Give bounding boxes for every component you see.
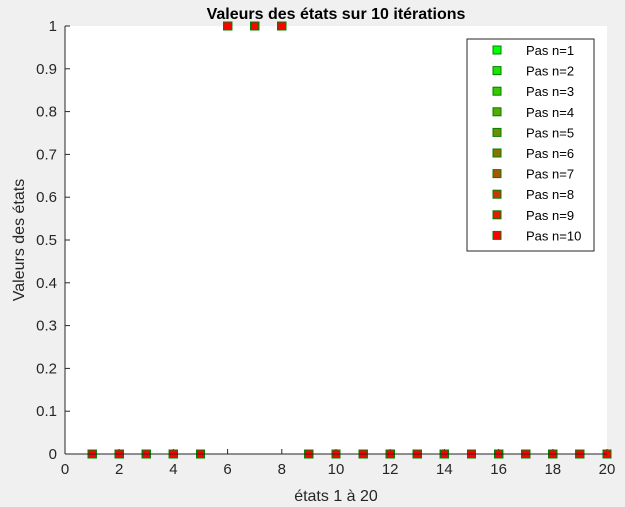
y-tick-label: 0.1 <box>36 403 57 420</box>
x-tick-label: 2 <box>115 461 123 478</box>
legend: Pas n=1 Pas n=2 Pas n=3 Pas n=4 Pas n=5 Pas n… <box>466 38 595 252</box>
x-tick-label: 16 <box>490 461 507 478</box>
chart-title: Valeurs des états sur 10 itérations <box>207 6 466 23</box>
data-point-series-10 <box>277 21 287 31</box>
y-tick-label: 0.8 <box>36 104 57 121</box>
y-tick-label: 0.2 <box>36 360 57 377</box>
y-tick-label: 0.5 <box>36 232 57 249</box>
legend-label: Pas n=6 <box>526 146 574 161</box>
legend-marker <box>492 230 502 240</box>
x-tick-label: 12 <box>382 461 399 478</box>
legend-marker <box>492 210 502 220</box>
data-point-series-10 <box>223 21 233 31</box>
x-tick-label: 10 <box>328 461 345 478</box>
legend-box <box>466 38 595 252</box>
legend-label: Pas n=3 <box>526 84 574 99</box>
y-axis-label: Valeurs des états <box>11 179 28 301</box>
y-tick-label: 0.6 <box>36 189 57 206</box>
x-tick-label: 20 <box>599 461 616 478</box>
y-tick-label: 0.4 <box>36 275 57 292</box>
x-tick-label: 6 <box>223 461 231 478</box>
legend-marker <box>492 148 502 158</box>
legend-marker <box>492 45 502 55</box>
legend-label: Pas n=10 <box>526 228 581 243</box>
legend-label: Pas n=9 <box>526 208 574 223</box>
x-tick-label: 14 <box>436 461 453 478</box>
legend-marker <box>492 86 502 96</box>
legend-marker <box>492 127 502 137</box>
y-tick-label: 0.3 <box>36 318 57 335</box>
legend-marker <box>492 189 502 199</box>
y-tick-label: 0.9 <box>36 61 57 78</box>
legend-marker <box>492 66 502 76</box>
legend-label: Pas n=4 <box>526 105 574 120</box>
y-tick-label: 1 <box>49 18 57 35</box>
x-tick-label: 0 <box>61 461 69 478</box>
legend-marker <box>492 107 502 117</box>
y-tick-label: 0 <box>49 446 57 463</box>
legend-label: Pas n=2 <box>526 64 574 79</box>
x-tick-label: 4 <box>169 461 177 478</box>
data-point-series-10 <box>250 21 260 31</box>
x-tick-label: 8 <box>278 461 286 478</box>
legend-label: Pas n=1 <box>526 43 574 58</box>
legend-label: Pas n=8 <box>526 187 574 202</box>
legend-label: Pas n=7 <box>526 167 574 182</box>
legend-label: Pas n=5 <box>526 125 574 140</box>
ticks-layer: 0 2 4 6 8 10 12 14 16 18 20 0 0.1 0.2 0.3 0.4 0.5 0.6 0.7 0… <box>36 18 615 478</box>
legend-marker <box>492 169 502 179</box>
x-axis-label: états 1 à 20 <box>294 488 378 505</box>
x-tick-label: 18 <box>544 461 561 478</box>
y-tick-label: 0.7 <box>36 146 57 163</box>
